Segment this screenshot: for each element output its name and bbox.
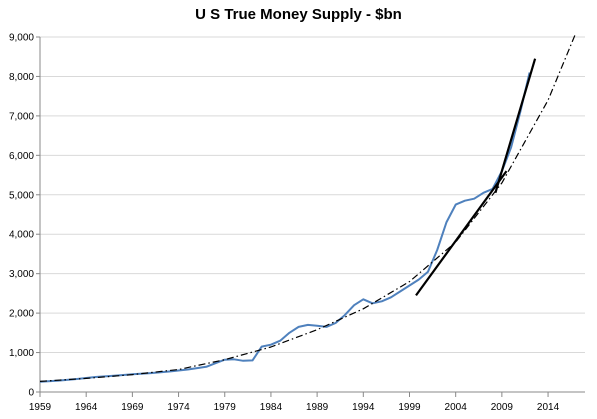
x-tick-label: 2004: [445, 402, 468, 413]
y-tick-label: 2,000: [9, 309, 34, 320]
x-tick-label: 2014: [537, 402, 560, 413]
y-tick-label: 3,000: [9, 269, 34, 280]
grid-lines: [40, 36, 585, 393]
y-tick-label: 7,000: [9, 111, 34, 122]
trend-segment-line: [415, 170, 508, 297]
y-tick-label: 0: [28, 388, 34, 399]
trend-segment-line: [494, 58, 537, 194]
x-tick-label: 1989: [306, 402, 329, 413]
y-tick-label: 6,000: [9, 151, 34, 162]
money-supply-line: [39, 72, 531, 383]
x-tick-label: 1979: [214, 402, 237, 413]
y-tick-label: 5,000: [9, 190, 34, 201]
trend-curve-line: [39, 32, 577, 382]
y-tick-label: 4,000: [9, 230, 34, 241]
series-layer: [39, 32, 577, 383]
x-tick-label: 1994: [352, 402, 375, 413]
y-tick-label: 9,000: [9, 33, 34, 44]
x-tick-label: 1969: [121, 402, 144, 413]
chart-title: U S True Money Supply - $bn: [195, 6, 402, 23]
x-tick-label: 1974: [167, 402, 190, 413]
y-tick-label: 8,000: [9, 72, 34, 83]
x-tick-label: 2009: [491, 402, 514, 413]
y-tick-label: 1,000: [9, 348, 34, 359]
axes: [36, 36, 585, 397]
x-tick-label: 1959: [29, 402, 52, 413]
tick-labels: 0 1,000 2,000 3,000 4,000 5,000 6,000 7,000 8,00…: [9, 33, 560, 414]
x-tick-label: 1984: [260, 402, 283, 413]
x-tick-label: 1964: [75, 402, 98, 413]
x-tick-label: 1999: [398, 402, 421, 413]
